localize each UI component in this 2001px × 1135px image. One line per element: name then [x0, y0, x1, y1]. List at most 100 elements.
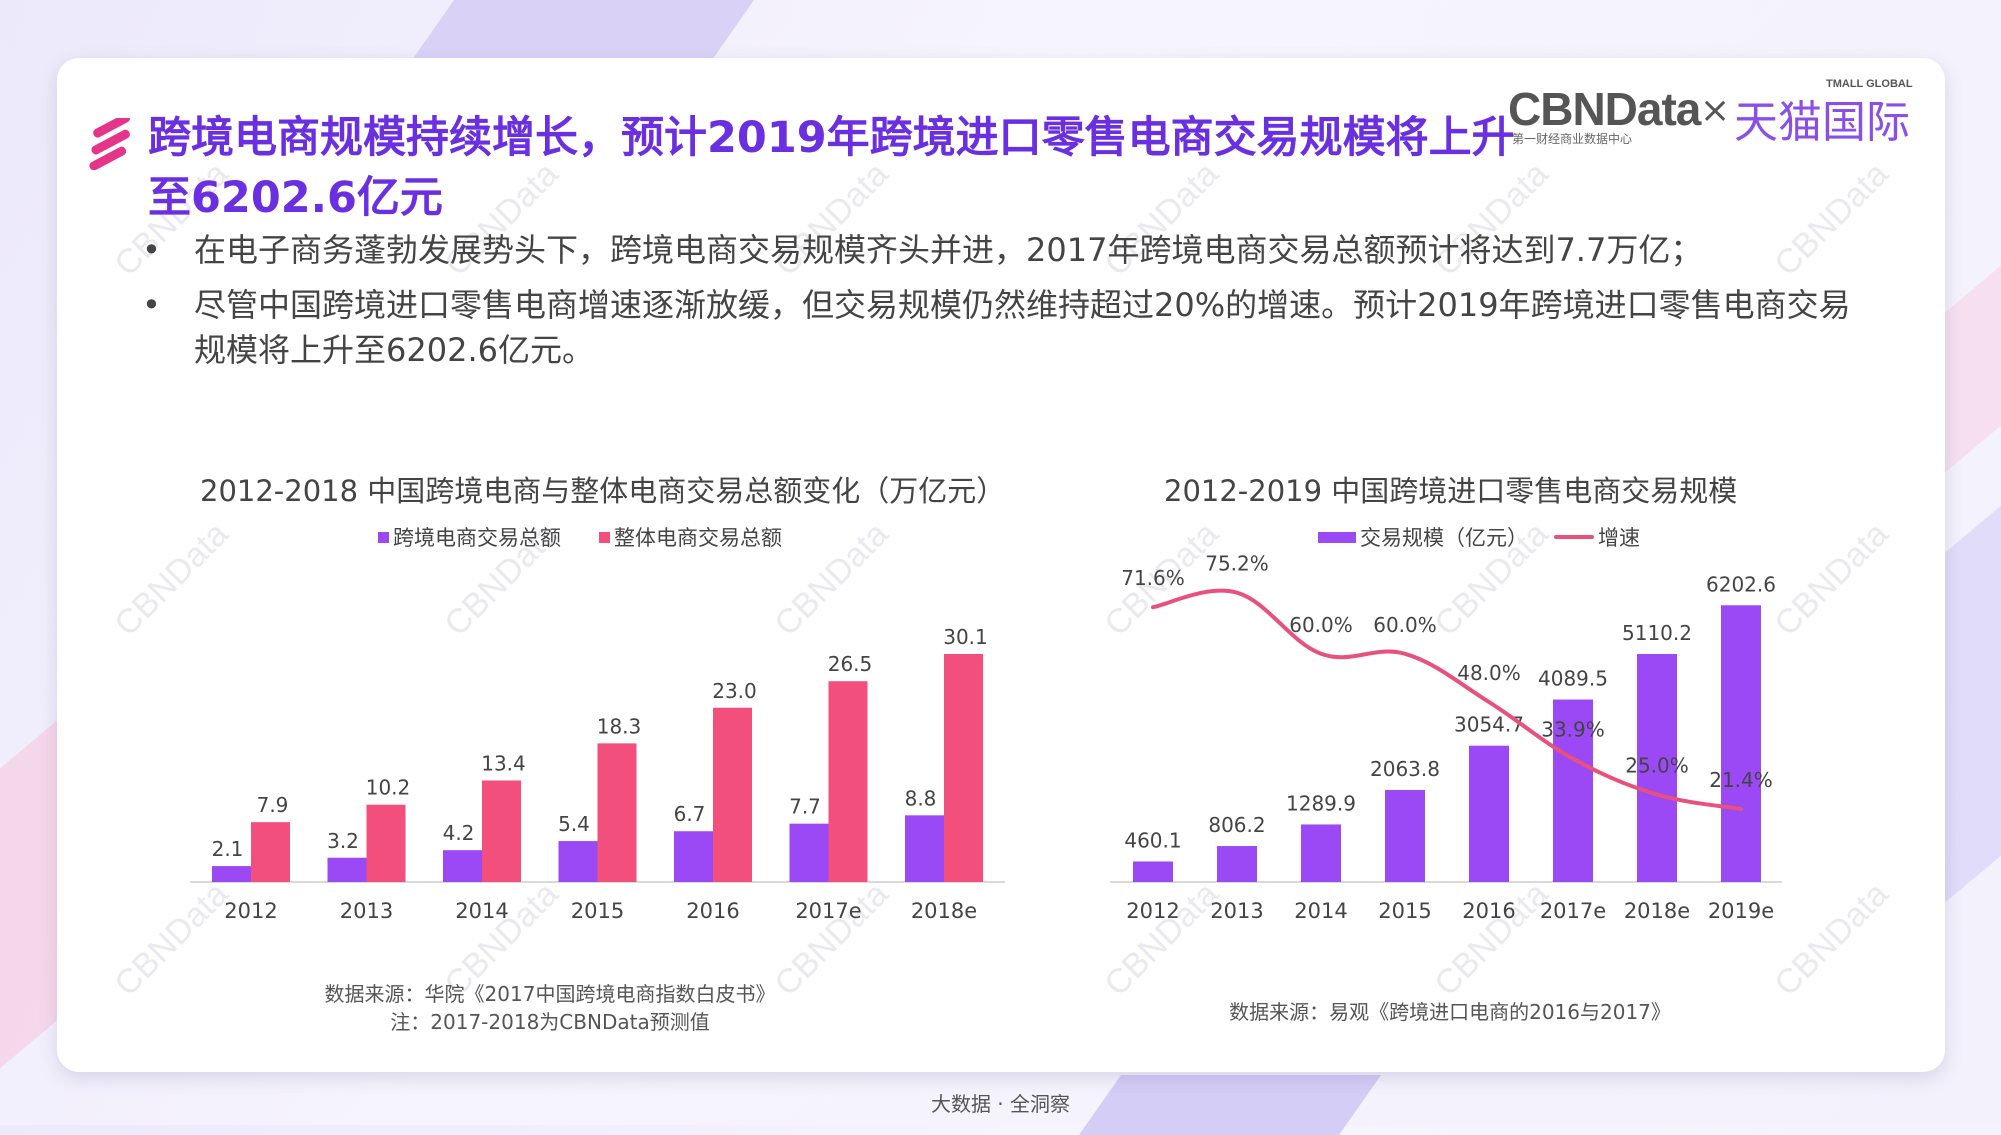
data-label: 8.8	[905, 786, 937, 810]
chart-legend: 交易规模（亿元） 增速	[1318, 522, 1640, 552]
bar-chart-cross-border: 2.1 7.9 2012 3.2 10.2 2013 4.2 13.4 2014 5.4 18.3 2…	[190, 625, 1005, 923]
chart-title: 2012-2019 中国跨境进口零售电商交易规模	[1164, 474, 1738, 508]
chart-title: 2012-2018 中国跨境电商与整体电商交易总额变化（万亿元）	[200, 474, 1006, 508]
growth-line	[1151, 588, 1743, 811]
bullet-item: • 尽管中国跨境进口零售电商增速逐渐放缓，但交易规模仍然维持超过20%的增速。预计…	[142, 283, 1882, 373]
x-tick-label: 2016	[1462, 899, 1515, 923]
data-label: 2063.8	[1370, 757, 1440, 781]
growth-label: 48.0%	[1457, 661, 1521, 685]
growth-label: 25.0%	[1625, 754, 1689, 778]
bar-total	[366, 804, 406, 882]
stripes-icon	[89, 118, 130, 170]
data-label: 7.9	[257, 793, 289, 817]
cbndata-logo-subtitle: 第一财经商业数据中心	[1512, 132, 1633, 146]
x-tick-label: 2017e	[1540, 899, 1606, 923]
growth-label: 71.6%	[1121, 566, 1185, 590]
bar-total	[251, 822, 290, 882]
bullet-text: 在电子商务蓬勃发展势头下，跨境电商交易规模齐头并进，2017年跨境电商交易总额预…	[194, 231, 1703, 269]
bar-transaction-scale	[1721, 605, 1761, 882]
data-label: 13.4	[481, 751, 526, 775]
bullet-list: • 在电子商务蓬勃发展势头下，跨境电商交易规模齐头并进，2017年跨境电商交易总额…	[142, 228, 1882, 383]
data-label: 5.4	[558, 812, 590, 836]
x-tick-label: 2012	[1126, 899, 1179, 923]
cbndata-logo: CBNData	[1508, 83, 1701, 135]
bar-transaction-scale	[1385, 789, 1425, 882]
bar-cross-border	[674, 831, 713, 882]
legend-swatch	[1554, 535, 1594, 539]
data-label: 30.1	[943, 625, 988, 649]
note-text: 注：2017-2018为CBNData预测值	[390, 1010, 710, 1034]
legend-label: 跨境电商交易总额	[393, 526, 561, 550]
growth-label: 21.4%	[1709, 768, 1773, 792]
brand-logo: CBNData 第一财经商业数据中心 × 天猫国际 TMALL GLOBAL	[1508, 78, 1918, 158]
data-label: 6.7	[674, 802, 706, 826]
data-label: 3.2	[327, 829, 359, 853]
x-tick-label: 2013	[340, 899, 393, 923]
bar-transaction-scale	[1553, 699, 1593, 882]
bar-transaction-scale	[1637, 654, 1677, 882]
bar-cross-border	[558, 841, 598, 882]
growth-label: 60.0%	[1289, 613, 1353, 637]
bar-cross-border	[789, 823, 829, 882]
data-label: 7.7	[789, 795, 821, 819]
data-label: 4089.5	[1538, 667, 1608, 691]
bar-cross-border	[443, 850, 482, 882]
legend-swatch	[378, 531, 389, 543]
tmall-logo-english: TMALL GLOBAL	[1826, 78, 1913, 90]
x-tick-label: 2014	[455, 899, 508, 923]
legend-label: 增速	[1598, 526, 1640, 550]
bullet-mark: •	[142, 286, 161, 324]
bar-total	[828, 681, 868, 882]
source-text: 数据来源：华院《2017中国跨境电商指数白皮书》	[324, 982, 776, 1006]
bar-cross-border	[212, 866, 251, 882]
x-tick-label: 2018e	[1624, 899, 1690, 923]
bar-total	[713, 707, 752, 882]
data-label: 10.2	[366, 776, 411, 800]
bullet-item: • 在电子商务蓬勃发展势头下，跨境电商交易规模齐头并进，2017年跨境电商交易总额…	[142, 228, 1882, 273]
bar-line-chart-import-retail: 460.12012806.220131289.920142063.8201530…	[1110, 552, 1782, 923]
bar-total	[482, 780, 521, 882]
chart-source: 数据来源：易观《跨境进口电商的2016与2017》	[1160, 998, 1740, 1026]
chart-source: 数据来源：华院《2017中国跨境电商指数白皮书》 注：2017-2018为CBN…	[250, 980, 850, 1036]
legend-label: 交易规模（亿元）	[1360, 526, 1528, 550]
bar-total	[597, 743, 637, 882]
x-tick-label: 2012	[224, 899, 277, 923]
footer-tagline: 大数据 · 全洞察	[930, 1092, 1071, 1116]
logo-separator: ×	[1700, 90, 1731, 131]
growth-label: 33.9%	[1541, 718, 1605, 742]
bullet-text: 尽管中国跨境进口零售电商增速逐渐放缓，但交易规模仍然维持超过20%的增速。预计2…	[194, 286, 1851, 369]
bar-transaction-scale	[1469, 745, 1509, 882]
tmall-logo: 天猫国际	[1734, 97, 1910, 148]
x-tick-label: 2016	[686, 899, 739, 923]
data-label: 1289.9	[1286, 791, 1356, 815]
x-tick-label: 2014	[1294, 899, 1347, 923]
growth-label: 60.0%	[1373, 613, 1437, 637]
data-label: 23.0	[712, 679, 757, 703]
x-tick-label: 2019e	[1708, 899, 1774, 923]
data-label: 4.2	[443, 821, 475, 845]
data-label: 2.1	[212, 837, 244, 861]
bar-cross-border	[327, 857, 367, 882]
bar-cross-border	[905, 815, 944, 882]
x-tick-label: 2015	[1378, 899, 1431, 923]
chart-legend: 跨境电商交易总额 整体电商交易总额	[378, 522, 782, 552]
x-tick-label: 2017e	[795, 899, 861, 923]
x-tick-label: 2013	[1210, 899, 1263, 923]
data-label: 5110.2	[1622, 621, 1692, 645]
data-label: 460.1	[1124, 828, 1181, 852]
legend-swatch	[599, 531, 610, 543]
data-label: 806.2	[1208, 813, 1265, 837]
source-text: 数据来源：易观《跨境进口电商的2016与2017》	[1229, 1000, 1671, 1024]
legend-label: 整体电商交易总额	[614, 526, 782, 550]
bar-transaction-scale	[1217, 846, 1257, 882]
page-title: 跨境电商规模持续增长，预计2019年跨境进口零售电商交易规模将上升至6202.6…	[148, 113, 1515, 223]
data-label: 26.5	[828, 652, 873, 676]
bar-total	[944, 653, 983, 882]
slide-card	[57, 58, 1945, 1072]
data-label: 18.3	[597, 714, 642, 738]
legend-swatch	[1318, 531, 1356, 543]
x-tick-label: 2018e	[911, 899, 977, 923]
bar-transaction-scale	[1133, 861, 1173, 882]
data-label: 6202.6	[1706, 572, 1776, 596]
growth-label: 75.2%	[1205, 552, 1269, 576]
